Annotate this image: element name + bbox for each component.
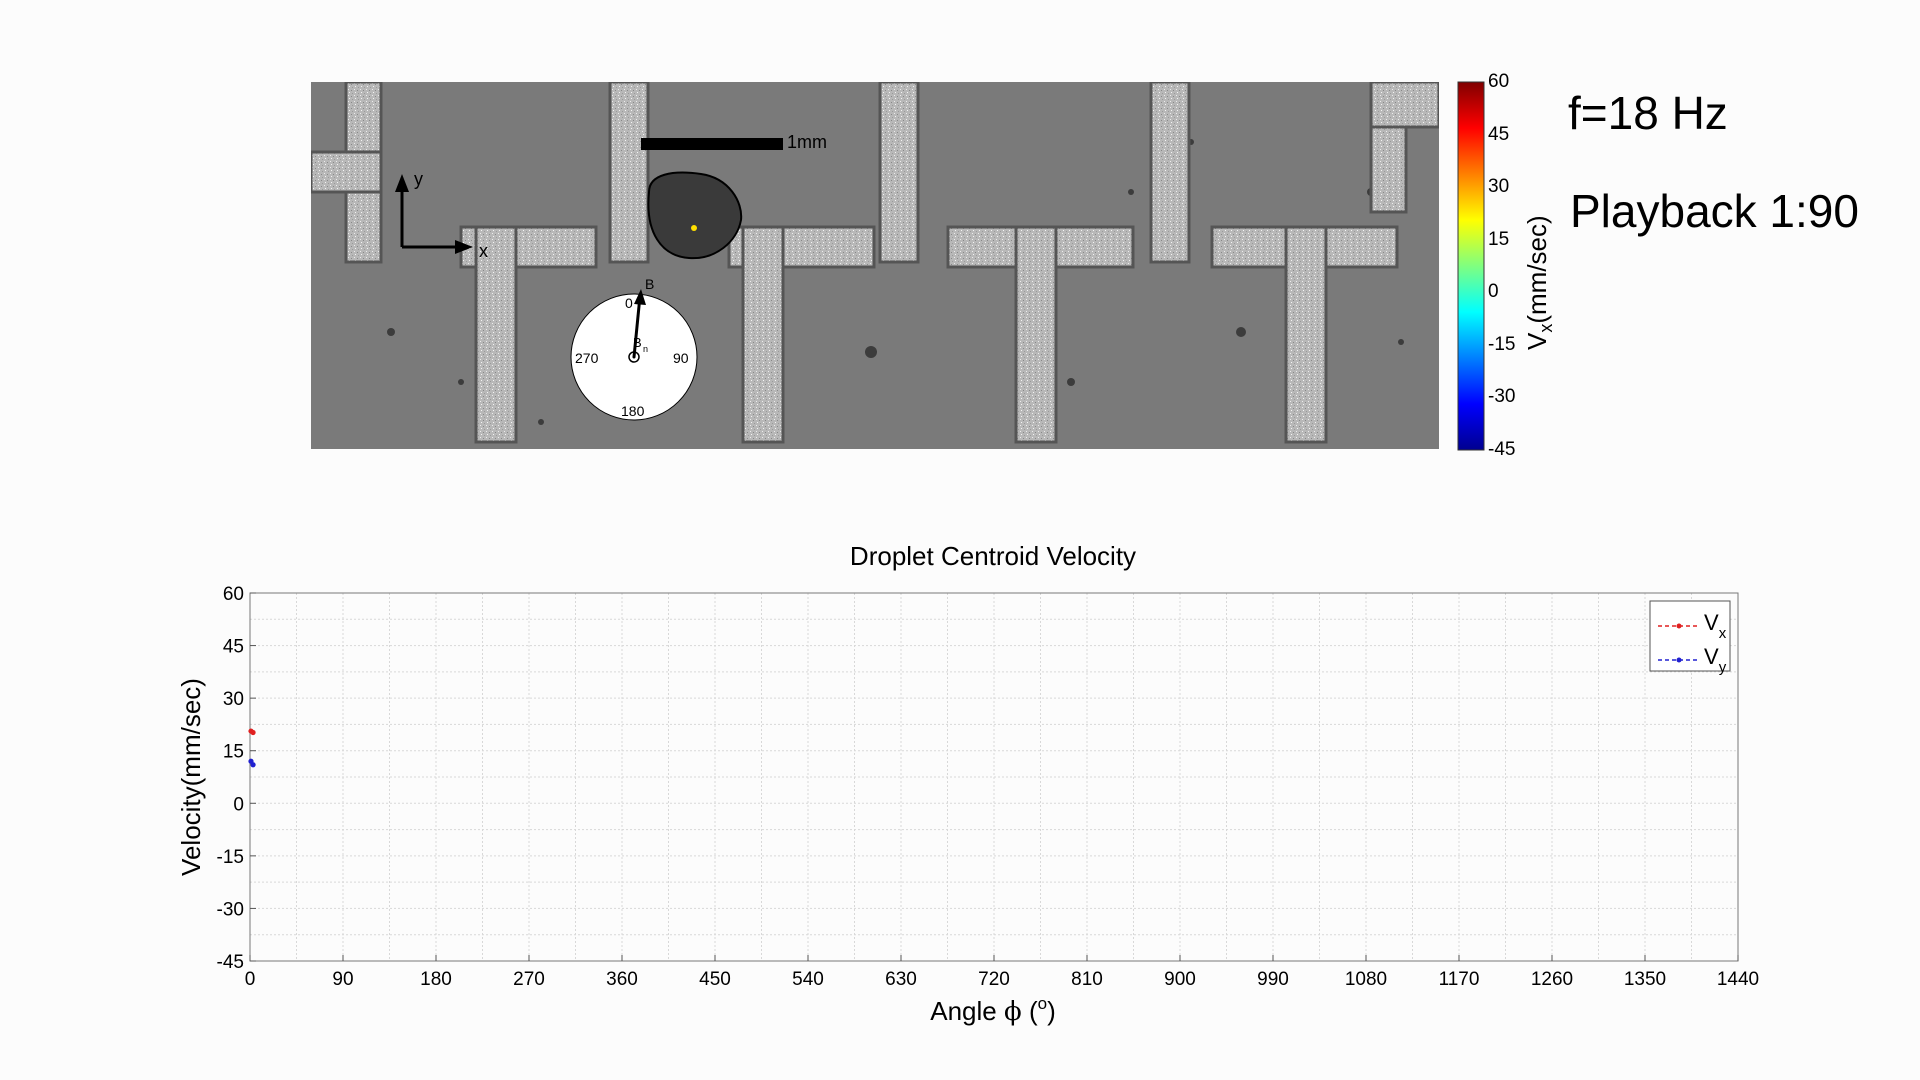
x-tick-label: 1260 (1531, 969, 1573, 990)
x-tick-label: 1350 (1624, 969, 1666, 990)
colorbar-gradient (1457, 81, 1485, 451)
colorbar-title-sub: x (1536, 323, 1557, 333)
chart-grid (249, 592, 1739, 962)
compass-normal-sub: n (643, 344, 648, 354)
x-axis-label-sup: o (1038, 994, 1047, 1013)
compass-left-label: 270 (575, 350, 599, 366)
chart-title: Droplet Centroid Velocity (850, 541, 1136, 571)
y-axis-label: Velocity(mm/sec) (176, 678, 206, 876)
x-tick-label: 180 (420, 969, 452, 990)
axis-y-label: y (414, 169, 423, 189)
colorbar (1457, 81, 1485, 451)
droplet-shape (647, 171, 743, 260)
legend-marker-series-1 (1676, 657, 1682, 663)
x-tick-label: 1080 (1345, 969, 1387, 990)
compass-normal-label: B (633, 335, 642, 350)
x-tick-label: 720 (978, 969, 1010, 990)
legend-label-series-0: Vx (1704, 610, 1727, 642)
colorbar-tick-label: 45 (1488, 123, 1510, 145)
compass-dial (570, 289, 698, 421)
y-tick-label: -15 (217, 847, 244, 868)
legend-label-sub: y (1719, 659, 1727, 676)
data-points (248, 728, 256, 768)
compass-top-label: 0 (625, 295, 633, 311)
y-tick-label: -45 (217, 952, 244, 973)
scale-bar-label: 1mm (787, 132, 827, 152)
x-tick-label: 630 (885, 969, 917, 990)
colorbar-tick-label: -15 (1488, 333, 1516, 355)
colorbar-title-main: V (1522, 332, 1552, 350)
playback-label: Playback 1:90 (1570, 185, 1859, 237)
x-tick-label: 0 (245, 969, 256, 990)
legend-label-series-1: Vy (1704, 644, 1727, 676)
axis-x-label: x (479, 241, 488, 261)
colorbar-tick-label: 15 (1488, 228, 1510, 250)
colorbar-tick-label: 60 (1488, 71, 1510, 92)
axis-arrows (395, 174, 473, 254)
x-axis-label-open: ( (1022, 996, 1038, 1026)
x-tick-labels: 0 90 180 270 360 450 540 630 720 810 900 990 1080 117… (245, 955, 1759, 990)
x-tick-label: 1170 (1439, 969, 1480, 990)
x-tick-label: 450 (699, 969, 731, 990)
x-tick-label: 90 (332, 969, 353, 990)
colorbar-tick-label: -30 (1488, 386, 1516, 408)
colorbar-title: Vx(mm/sec) (1522, 215, 1562, 350)
electrode-pattern (311, 82, 1439, 444)
colorbar-title-unit: (mm/sec) (1522, 215, 1552, 324)
x-tick-label: 1440 (1717, 969, 1759, 990)
colorbar-tick-label: -45 (1488, 439, 1516, 460)
x-tick-label: 360 (606, 969, 638, 990)
y-tick-label: 0 (233, 794, 244, 815)
legend-label-main: V (1704, 644, 1719, 669)
data-point-series-1 (250, 762, 256, 768)
x-tick-label: 990 (1257, 969, 1289, 990)
x-tick-label: 810 (1071, 969, 1103, 990)
legend-marker-series-0 (1676, 623, 1682, 629)
y-tick-label: 15 (223, 742, 244, 763)
droplet-centroid (691, 225, 697, 231)
x-axis-label: Angle ϕ (o) (930, 994, 1056, 1027)
x-tick-label: 540 (792, 969, 824, 990)
x-axis-label-symbol: ϕ (1004, 997, 1022, 1027)
y-tick-label: 60 (223, 584, 244, 605)
legend-label-sub: x (1719, 625, 1727, 642)
x-tick-label: 270 (513, 969, 545, 990)
frequency-label: f=18 Hz (1568, 87, 1728, 139)
legend-label-main: V (1704, 610, 1719, 635)
compass-bottom-label: 180 (621, 403, 645, 419)
data-point-series-0 (250, 729, 256, 736)
x-axis-label-close: ) (1047, 996, 1056, 1026)
x-tick-label: 900 (1164, 969, 1196, 990)
micrograph-image: 1mm y x 0 B 90 270 180 B n (311, 82, 1439, 449)
y-tick-label: 30 (223, 689, 244, 710)
colorbar-tick-label: 0 (1488, 281, 1499, 303)
colorbar-tick-label: 30 (1488, 176, 1510, 198)
x-axis-label-main: Angle (930, 996, 1004, 1026)
y-tick-labels: 60 45 30 15 0 -15 -30 -45 (217, 584, 256, 973)
y-tick-label: -30 (217, 899, 244, 920)
compass-field-label: B (645, 276, 654, 292)
compass-right-label: 90 (673, 350, 689, 366)
velocity-chart: Droplet Centroid Velocity 0 90 180 270 360 45… (176, 541, 1759, 1027)
scale-bar (641, 138, 783, 150)
y-tick-label: 45 (223, 637, 244, 658)
